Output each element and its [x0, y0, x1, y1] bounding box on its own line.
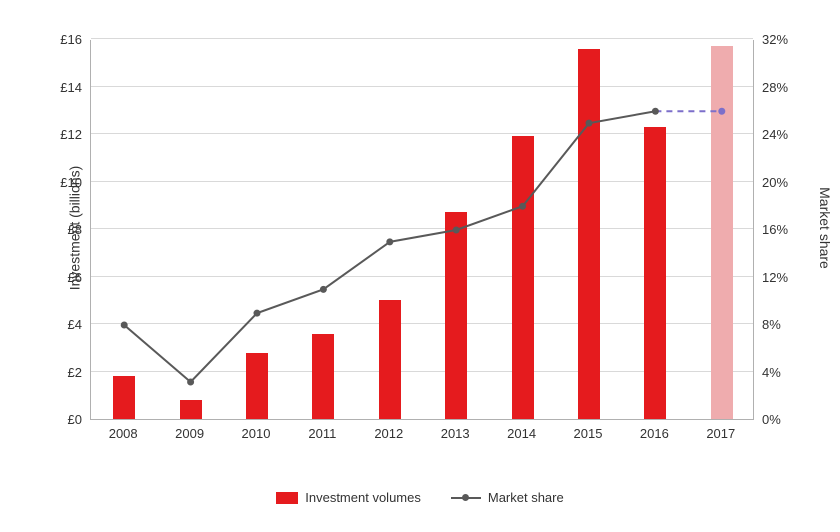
- gridline: [91, 86, 753, 87]
- bar: [246, 353, 268, 420]
- y-left-tick: £14: [42, 80, 82, 95]
- x-tick: 2015: [563, 426, 613, 441]
- gridline: [91, 38, 753, 39]
- legend-item: Market share: [451, 490, 564, 505]
- combo-chart: £0£2£4£6£8£10£12£14£16 0%4%8%12%16%20%24…: [0, 0, 840, 532]
- bar: [578, 49, 600, 420]
- x-tick: 2013: [430, 426, 480, 441]
- y-right-tick: 8%: [762, 317, 781, 332]
- x-tick: 2012: [364, 426, 414, 441]
- x-tick: 2016: [629, 426, 679, 441]
- plot-area: [90, 40, 754, 420]
- bar: [644, 127, 666, 419]
- y-right-tick: 24%: [762, 127, 788, 142]
- x-tick: 2011: [297, 426, 347, 441]
- bar: [445, 212, 467, 419]
- y-right-tick: 20%: [762, 175, 788, 190]
- y-left-tick: £0: [42, 412, 82, 427]
- y-right-tick: 12%: [762, 270, 788, 285]
- bar: [113, 376, 135, 419]
- legend-swatch-bar: [276, 492, 298, 504]
- x-tick: 2010: [231, 426, 281, 441]
- y-right-tick: 0%: [762, 412, 781, 427]
- legend-swatch-line: [451, 492, 481, 504]
- y-left-tick: £12: [42, 127, 82, 142]
- y-right-tick: 32%: [762, 32, 788, 47]
- legend-label: Market share: [488, 490, 564, 505]
- legend-label: Investment volumes: [305, 490, 421, 505]
- x-tick: 2008: [98, 426, 148, 441]
- bar: [312, 334, 334, 420]
- x-tick: 2017: [696, 426, 746, 441]
- y-right-tick: 16%: [762, 222, 788, 237]
- y-left-tick: £2: [42, 365, 82, 380]
- bar: [711, 46, 733, 419]
- x-tick: 2014: [497, 426, 547, 441]
- bar: [512, 136, 534, 419]
- y-left-tick: £16: [42, 32, 82, 47]
- bar: [180, 400, 202, 419]
- y-right-tick: 4%: [762, 365, 781, 380]
- y-left-tick: £4: [42, 317, 82, 332]
- legend: Investment volumes Market share: [0, 490, 840, 505]
- y-axis-left-title: Investment (billions): [66, 166, 82, 291]
- bar: [379, 300, 401, 419]
- x-tick: 2009: [165, 426, 215, 441]
- y-axis-right-title: Market share: [817, 187, 833, 269]
- legend-item: Investment volumes: [276, 490, 421, 505]
- y-right-tick: 28%: [762, 80, 788, 95]
